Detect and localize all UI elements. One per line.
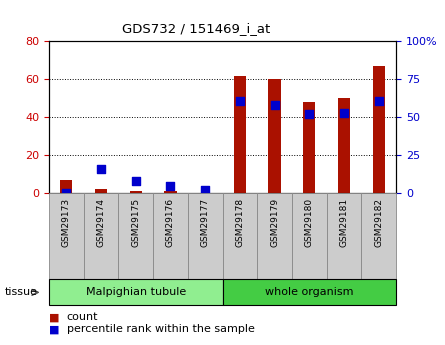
Point	[375, 98, 382, 104]
Bar	[338, 98, 350, 193]
Bar	[268, 79, 281, 193]
FancyBboxPatch shape	[49, 279, 222, 305]
Point	[236, 98, 243, 104]
Bar	[60, 180, 73, 193]
Text: GSM29178: GSM29178	[235, 197, 244, 247]
Point	[97, 166, 105, 172]
Point	[271, 102, 278, 108]
Bar	[129, 191, 142, 193]
Text: ■: ■	[49, 313, 60, 322]
Text: GSM29182: GSM29182	[374, 197, 383, 247]
FancyBboxPatch shape	[188, 193, 222, 279]
FancyBboxPatch shape	[153, 193, 188, 279]
FancyBboxPatch shape	[257, 193, 292, 279]
Text: ■: ■	[49, 325, 60, 334]
Point	[340, 110, 348, 116]
Bar	[234, 76, 246, 193]
Bar	[372, 66, 385, 193]
Text: GSM29180: GSM29180	[305, 197, 314, 247]
Text: GSM29181: GSM29181	[340, 197, 348, 247]
Point	[63, 190, 70, 196]
FancyBboxPatch shape	[118, 193, 153, 279]
Text: percentile rank within the sample: percentile rank within the sample	[67, 325, 255, 334]
Point	[132, 178, 139, 184]
FancyBboxPatch shape	[292, 193, 327, 279]
Bar	[95, 189, 107, 193]
Point	[306, 111, 313, 117]
Text: GSM29175: GSM29175	[131, 197, 140, 247]
FancyBboxPatch shape	[84, 193, 118, 279]
FancyBboxPatch shape	[222, 279, 396, 305]
Text: GSM29177: GSM29177	[201, 197, 210, 247]
Point	[167, 183, 174, 188]
Text: GSM29179: GSM29179	[270, 197, 279, 247]
FancyBboxPatch shape	[49, 193, 84, 279]
Bar	[303, 102, 316, 193]
Text: count: count	[67, 313, 98, 322]
Bar	[164, 191, 177, 193]
Text: GSM29173: GSM29173	[62, 197, 71, 247]
Point	[202, 187, 209, 193]
FancyBboxPatch shape	[361, 193, 396, 279]
Text: Malpighian tubule: Malpighian tubule	[85, 287, 186, 297]
Text: GSM29176: GSM29176	[166, 197, 175, 247]
Text: tissue: tissue	[4, 287, 37, 297]
FancyBboxPatch shape	[327, 193, 361, 279]
FancyBboxPatch shape	[222, 193, 257, 279]
Text: GDS732 / 151469_i_at: GDS732 / 151469_i_at	[121, 22, 270, 36]
Text: whole organism: whole organism	[265, 287, 353, 297]
Text: GSM29174: GSM29174	[97, 197, 105, 247]
